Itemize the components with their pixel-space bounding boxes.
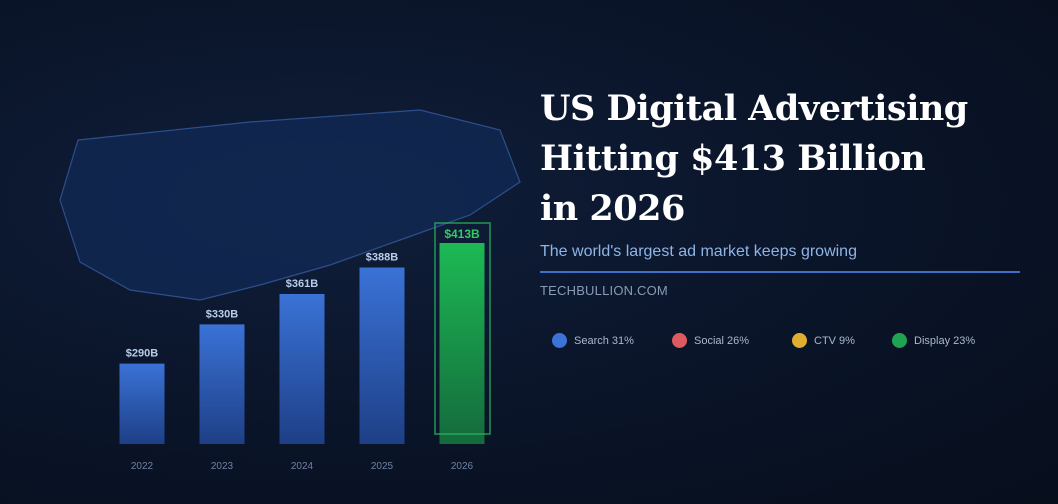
legend-dot-icon: [552, 333, 567, 348]
bar-2026: [439, 243, 485, 444]
legend-dot-icon: [672, 333, 687, 348]
legend-dot-icon: [892, 333, 907, 348]
bar-2025: [359, 267, 405, 444]
data-label: $388B: [366, 252, 398, 264]
data-label: $413B: [444, 227, 480, 241]
highlight-frame: [434, 222, 491, 435]
x-tick-label: 2023: [211, 461, 234, 472]
source-label: TECHBULLION.COM: [540, 283, 668, 298]
legend-label: CTV 9%: [814, 334, 855, 347]
bar-2023: [199, 324, 245, 444]
legend-label: Display 23%: [914, 334, 976, 347]
divider: [540, 271, 1020, 273]
x-tick-label: 2026: [451, 461, 474, 472]
data-label: $330B: [206, 308, 238, 320]
legend-label: Social 26%: [694, 334, 750, 347]
legend-item-display: Display 23%: [892, 333, 975, 348]
x-tick-label: 2025: [371, 461, 394, 472]
title-line: in 2026: [540, 188, 685, 229]
us-map-shape: [59, 109, 521, 301]
x-tick-label: 2022: [131, 461, 154, 472]
title-line: Hitting $413 Billion: [540, 138, 926, 179]
legend-label: Search 31%: [574, 334, 634, 347]
bar-2022: [119, 363, 165, 444]
title-line: US Digital Advertising: [540, 88, 968, 129]
data-label: $290B: [126, 348, 158, 360]
legend: Search 31% Social 26% CTV 9% Display 23%: [552, 333, 975, 348]
x-tick-label: 2024: [291, 461, 314, 472]
legend-item-ctv: CTV 9%: [792, 333, 892, 348]
subtitle: The world's largest ad market keeps grow…: [540, 243, 857, 260]
legend-item-social: Social 26%: [672, 333, 792, 348]
bar-2024: [279, 293, 325, 444]
legend-dot-icon: [792, 333, 807, 348]
legend-item-search: Search 31%: [552, 333, 672, 348]
data-label: $361B: [286, 278, 318, 290]
page-title: US Digital Advertising Hitting $413 Bill…: [540, 84, 1040, 234]
